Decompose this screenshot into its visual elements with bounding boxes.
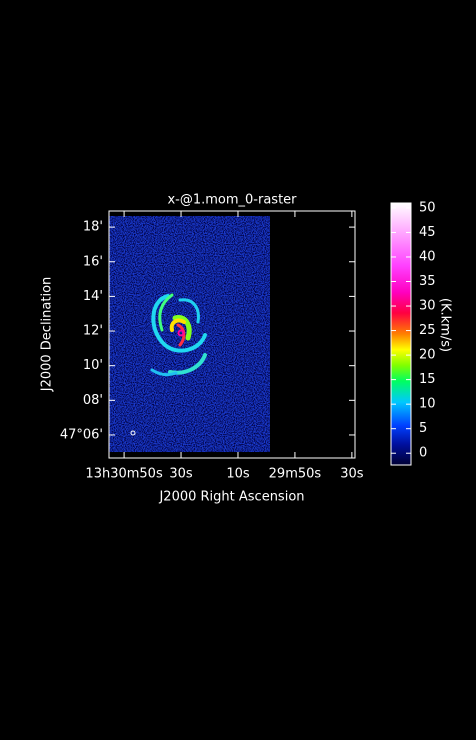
x-tick-label: 13h30m50s <box>85 467 163 482</box>
colorbar-label: (K.km/s) <box>438 298 453 352</box>
colorbar-tick-label: 45 <box>419 225 436 240</box>
raster <box>109 216 270 452</box>
y-tick-label: 10' <box>83 358 103 373</box>
x-tick-label: 30s <box>169 467 193 482</box>
y-tick-label: 12' <box>83 324 103 339</box>
colorbar-tick-label: 25 <box>419 323 436 338</box>
y-tick-label: 47°06' <box>60 427 103 442</box>
y-tick-label: 18' <box>83 220 103 235</box>
colorbar-tick-label: 15 <box>419 372 436 387</box>
colorbar-tick-label: 10 <box>419 397 436 412</box>
x-tick-label: 30s <box>340 467 364 482</box>
colorbar-tick-label: 50 <box>419 200 436 215</box>
y-tick-label: 08' <box>83 393 103 408</box>
colorbar-tick-label: 5 <box>419 421 427 436</box>
plot-frame <box>108 210 356 459</box>
x-axis-label: J2000 Right Ascension <box>158 490 304 505</box>
colorbar <box>390 202 412 466</box>
x-tick-label: 10s <box>226 467 250 482</box>
y-axis-label: J2000 Declination <box>40 277 55 393</box>
colorbar-tick-label: 30 <box>419 299 436 314</box>
colorbar-tick-label: 0 <box>419 446 427 461</box>
colorbar-tick-label: 35 <box>419 274 436 289</box>
chart-title: x-@1.mom_0-raster <box>167 193 297 208</box>
x-tick-label: 29m50s <box>269 467 322 482</box>
colorbar-tick-label: 40 <box>419 249 436 264</box>
y-tick-label: 16' <box>83 254 103 269</box>
y-tick-label: 14' <box>83 289 103 304</box>
colorbar-tick-label: 20 <box>419 348 436 363</box>
